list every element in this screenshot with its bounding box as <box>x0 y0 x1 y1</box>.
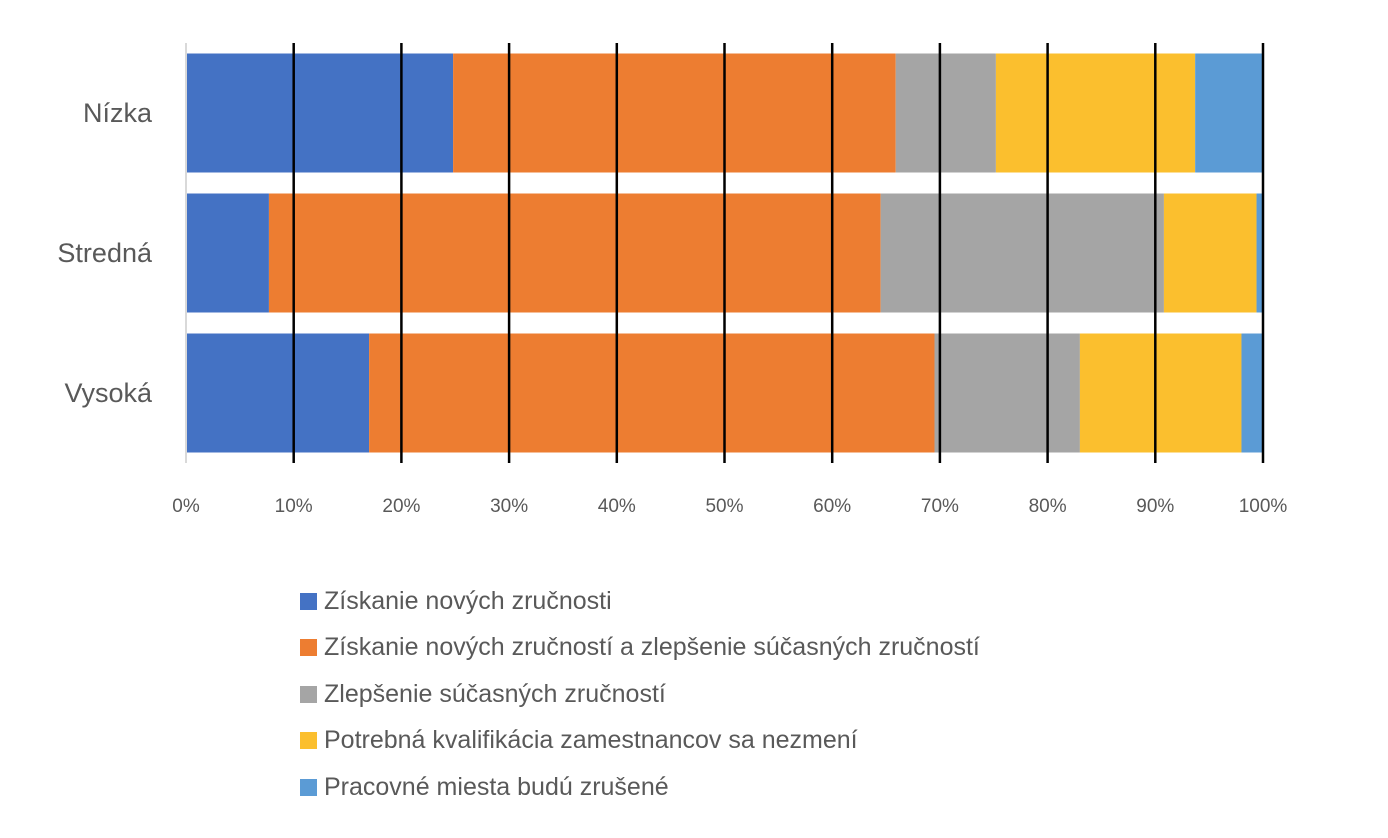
x-tick-label: 70% <box>921 496 959 517</box>
stacked-bar-chart: Nízka Stredná Vysoká 0% 10% 20% 30% 40% 50% 60% 7… <box>57 43 1287 517</box>
x-tick-label: 30% <box>490 496 528 517</box>
x-tick-label: 10% <box>275 496 313 517</box>
x-tick-label: 0% <box>172 496 200 517</box>
x-tick-label: 40% <box>598 496 636 517</box>
legend-item: Zlepšenie súčasných zručností <box>300 671 980 718</box>
bar-segment <box>880 193 1164 313</box>
axes-group <box>185 43 1265 463</box>
bar-segment <box>995 53 1196 173</box>
bar-segment <box>268 193 881 313</box>
legend-label: Potrebná kvalifikácia zamestnancov sa ne… <box>324 726 858 755</box>
x-tick-label: 80% <box>1029 496 1067 517</box>
x-tick-label: 90% <box>1136 496 1174 517</box>
legend-swatch <box>300 732 317 750</box>
x-tick-label: 100% <box>1239 496 1288 517</box>
bar-segment <box>186 53 454 173</box>
category-label: Vysoká <box>64 378 153 408</box>
bar-segment <box>453 53 896 173</box>
x-tick-label: 50% <box>705 496 743 517</box>
legend-item: Potrebná kvalifikácia zamestnancov sa ne… <box>300 718 980 765</box>
category-labels: Nízka Stredná Vysoká <box>57 98 153 408</box>
legend-item: Získanie nových zručností a zlepšenie sú… <box>300 625 980 672</box>
bar-segment <box>1256 193 1263 313</box>
bar-segment <box>1079 333 1242 453</box>
bar-segment <box>186 193 269 313</box>
legend-label: Získanie nových zručností a zlepšenie sú… <box>324 633 980 662</box>
bar-segment <box>369 333 935 453</box>
legend-swatch <box>300 778 317 796</box>
bar-segment <box>934 333 1080 453</box>
legend-item: Získanie nových zručnosti <box>300 578 980 625</box>
category-label: Nízka <box>83 98 153 128</box>
legend-item: Pracovné miesta budú zrušené <box>300 764 980 811</box>
legend-label: Pracovné miesta budú zrušené <box>324 772 669 801</box>
legend-label: Zlepšenie súčasných zručností <box>324 679 666 708</box>
legend-swatch <box>300 592 317 610</box>
bar-segment <box>1241 333 1263 453</box>
category-label: Stredná <box>57 238 153 268</box>
legend: Získanie nových zručnosti Získanie nových… <box>300 578 980 811</box>
bar-segment <box>895 53 996 173</box>
bar-segment <box>186 333 370 453</box>
legend-swatch <box>300 685 317 703</box>
bar-segment <box>1195 53 1263 173</box>
bars-group <box>186 53 1263 453</box>
x-tick-label: 20% <box>382 496 420 517</box>
bar-segment <box>1163 193 1257 313</box>
tick-labels: 0% 10% 20% 30% 40% 50% 60% 70% 80% 90% 100% <box>172 496 1287 517</box>
legend-label: Získanie nových zručnosti <box>324 586 612 615</box>
legend-swatch <box>300 639 317 657</box>
x-tick-label: 60% <box>813 496 851 517</box>
